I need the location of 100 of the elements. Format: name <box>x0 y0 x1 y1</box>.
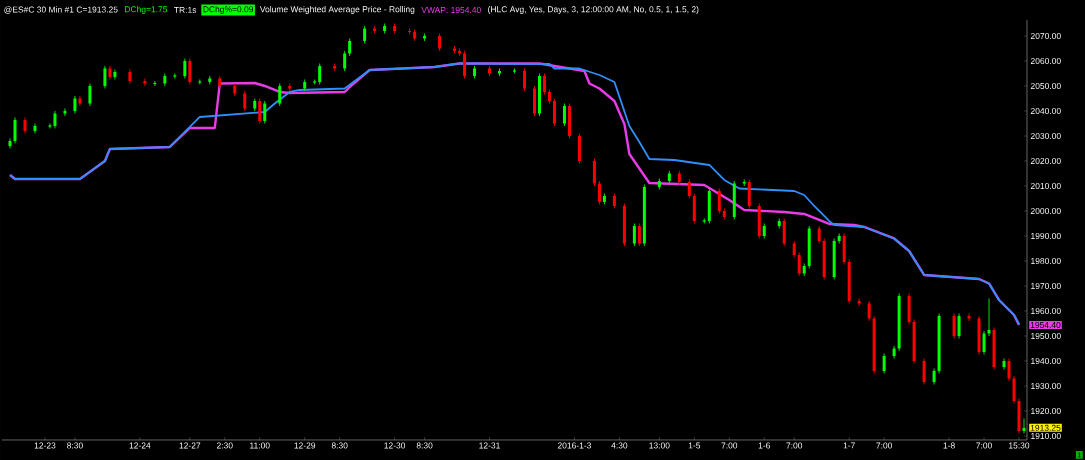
candlestick <box>977 315 981 355</box>
candlestick <box>952 313 956 339</box>
text: DChg%=0.09 <box>203 6 254 14</box>
y-tick-label: 1910.00 <box>1031 432 1061 439</box>
y-tick-label: 2030.00 <box>1030 132 1061 139</box>
candlestick <box>897 293 901 352</box>
candlestick <box>88 83 92 107</box>
candlestick <box>797 252 801 277</box>
candlestick <box>822 238 826 280</box>
candlestick <box>1007 358 1011 382</box>
y-tick-label: 1960.00 <box>1031 307 1061 314</box>
candlestick <box>103 65 107 89</box>
y-tick-label: 2010.00 <box>1030 182 1061 189</box>
candlestick <box>622 203 626 247</box>
text: DChg=1.75 <box>125 6 168 14</box>
candlestick <box>592 158 596 187</box>
candlestick <box>807 225 811 269</box>
candlestick <box>8 138 12 149</box>
x-tick-label: 7:00 <box>721 442 738 449</box>
candlestick <box>408 28 412 35</box>
chart-title: @ES#C 30 Min #1 C=1913.25 <box>4 6 118 14</box>
candlestick <box>842 233 846 265</box>
x-tick-label: 8:30 <box>331 442 348 449</box>
y-tick-label: 2070.00 <box>1030 32 1061 39</box>
x-tick-label: 1-5 <box>688 442 701 449</box>
x-tick-label: 8:30 <box>416 442 433 449</box>
candlestick <box>537 73 541 117</box>
candlestick <box>188 58 192 85</box>
x-tick-label: 15:30 <box>1009 442 1030 449</box>
candlestick <box>33 123 37 134</box>
x-tick-label: 12-30 <box>384 442 406 449</box>
text: VWAP: 1954.40 <box>421 7 481 13</box>
candlestick <box>922 358 926 385</box>
y-tick-label: 1970.00 <box>1031 282 1061 289</box>
y-tick-label: 2050.00 <box>1030 82 1061 89</box>
candlestick <box>632 223 636 247</box>
candlestick <box>1017 398 1021 434</box>
x-tick-label: 1-7 <box>843 442 855 449</box>
text: Volume Weighted Average Price - Rolling <box>259 6 415 14</box>
y-tick-label: 2020.00 <box>1030 157 1061 164</box>
candlestick <box>937 313 941 374</box>
x-tick-label: 1-8 <box>943 442 955 449</box>
x-tick-label: 12-23 <box>34 442 56 449</box>
candlestick <box>542 73 546 95</box>
candlestick <box>717 188 721 214</box>
candlestick <box>243 90 247 112</box>
candlestick <box>1022 418 1026 434</box>
y-tick-label: 1940.00 <box>1031 357 1061 364</box>
candlestick <box>113 69 117 80</box>
x-tick-label: 8:30 <box>67 442 83 449</box>
candlestick <box>567 103 571 139</box>
y-tick-label: 1950.00 <box>1031 332 1061 339</box>
y-tick-label: 2040.00 <box>1030 107 1061 114</box>
x-tick-label: 2016-1-3 <box>557 442 592 449</box>
x-tick-label: 12-31 <box>479 442 500 449</box>
x-tick-label: 4:30 <box>611 442 628 449</box>
x-tick-label: 11:00 <box>250 442 270 449</box>
candlestick <box>987 298 991 337</box>
candlestick <box>832 238 836 280</box>
text: 1954.40 <box>1030 321 1061 328</box>
candlestick <box>1012 375 1016 404</box>
text: (HLC Avg, Yes, Days, 3, 12:00:00 AM, No, 0.5, 1, 1.5, 2) <box>488 6 699 14</box>
candlestick <box>957 313 961 339</box>
candlestick <box>597 180 601 205</box>
candlestick <box>562 103 566 127</box>
candlestick <box>747 179 751 209</box>
candlestick <box>732 180 736 220</box>
x-tick-label: 13:00 <box>649 442 670 449</box>
candlestick <box>278 83 282 107</box>
candlestick <box>577 133 581 164</box>
candlestick <box>552 98 556 127</box>
candlestick <box>263 100 267 124</box>
x-tick-label: 12-29 <box>294 442 316 449</box>
x-tick-label: 1-6 <box>758 442 770 449</box>
x-tick-label: 12-24 <box>129 442 151 449</box>
candlestick <box>707 188 711 224</box>
candlestick <box>47 123 53 129</box>
text: TR:1s <box>174 7 197 13</box>
x-tick-label: 2:30 <box>216 442 233 449</box>
candlestick <box>637 223 641 247</box>
y-tick-label: 1990.00 <box>1031 232 1061 239</box>
candlestick <box>642 184 646 247</box>
candlestick <box>687 179 691 199</box>
candlestick <box>318 63 322 85</box>
candlestick <box>522 68 526 92</box>
candlestick <box>992 327 996 370</box>
candlestick <box>183 58 187 79</box>
candlestick <box>882 353 886 374</box>
candlestick <box>907 293 911 325</box>
candlestick <box>982 330 986 355</box>
text: 1913.25 <box>1030 424 1061 431</box>
candlestick <box>872 315 876 374</box>
y-tick-label: 1930.00 <box>1031 382 1061 389</box>
candlestick <box>692 193 696 224</box>
x-tick-label: 12-27 <box>179 442 201 449</box>
candlestick <box>912 319 916 364</box>
candlestick <box>847 259 851 304</box>
candlestick <box>13 117 17 144</box>
y-tick-label: 2060.00 <box>1030 57 1061 64</box>
candlestick <box>463 50 467 79</box>
